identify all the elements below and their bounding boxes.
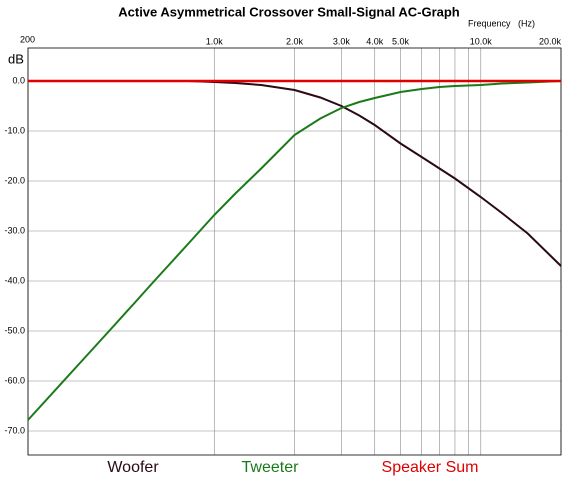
y-tick-label: -10.0: [4, 125, 25, 135]
legend-label: Woofer: [107, 459, 159, 476]
x-tick-label: 10.0k: [470, 36, 493, 46]
x-tick-label: 4.0k: [366, 36, 384, 46]
x-tick-label: 3.0k: [333, 36, 351, 46]
y-tick-label: -20.0: [4, 175, 25, 185]
y-tick-label: -30.0: [4, 225, 25, 235]
x-axis-label: Frequency (Hz): [468, 18, 535, 28]
plot-frame: [27, 47, 562, 456]
x-tick-label: 1.0k: [206, 36, 224, 46]
legend-label: Speaker Sum: [382, 459, 479, 476]
y-tick-label: -60.0: [4, 375, 25, 385]
y-tick-label: -40.0: [4, 275, 25, 285]
x-tick-label: 2.0k: [286, 36, 304, 46]
x-tick-label: 200: [20, 34, 35, 44]
y-tick-label: -50.0: [4, 325, 25, 335]
y-tick-label: -70.0: [4, 425, 25, 435]
chart-title: Active Asymmetrical Crossover Small-Sign…: [118, 4, 460, 19]
x-tick-label: 20.0k: [539, 36, 562, 46]
legend-label: Tweeter: [242, 459, 300, 476]
x-tick-label: 5.0k: [392, 36, 410, 46]
series-line: [27, 80, 562, 421]
y-axis-label: dB: [8, 51, 24, 66]
y-tick-label: 0.0: [12, 75, 25, 85]
